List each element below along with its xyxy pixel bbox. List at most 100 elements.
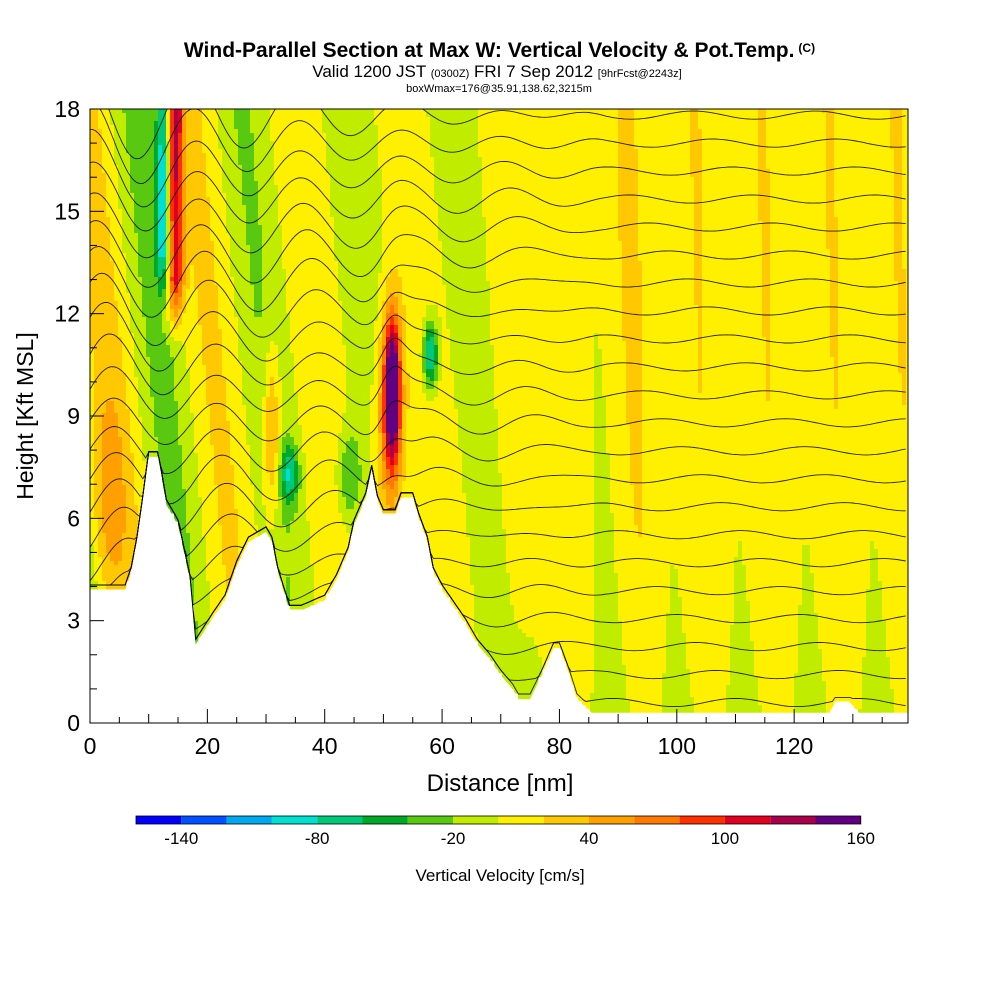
velocity-cell [146, 113, 151, 118]
velocity-cell [106, 185, 111, 190]
velocity-cell [878, 177, 883, 182]
velocity-cell [458, 157, 463, 162]
velocity-cell [782, 125, 787, 130]
velocity-cell [738, 109, 743, 114]
velocity-cell [738, 125, 743, 130]
velocity-cell [218, 173, 223, 178]
velocity-cell [798, 193, 803, 198]
velocity-cell [90, 185, 95, 190]
velocity-cell [334, 201, 339, 206]
velocity-cell [450, 113, 455, 118]
velocity-cell [502, 153, 507, 158]
velocity-cell [454, 161, 459, 166]
velocity-cell [262, 165, 267, 170]
velocity-cell [558, 201, 563, 206]
velocity-cell [558, 141, 563, 146]
velocity-cell [454, 193, 459, 198]
velocity-cell [598, 181, 603, 186]
velocity-cell [94, 185, 99, 190]
velocity-cell [634, 173, 639, 178]
velocity-cell [658, 169, 663, 174]
velocity-cell [314, 201, 319, 206]
velocity-cell [314, 145, 319, 150]
velocity-cell [614, 153, 619, 158]
velocity-cell [662, 189, 667, 194]
velocity-cell [730, 145, 735, 150]
velocity-cell [154, 109, 159, 114]
velocity-cell [702, 161, 707, 166]
velocity-cell [642, 165, 647, 170]
velocity-cell [538, 137, 543, 142]
velocity-cell [362, 137, 367, 142]
velocity-cell [406, 165, 411, 170]
velocity-cell [854, 201, 859, 206]
velocity-cell [490, 153, 495, 158]
velocity-cell [718, 173, 723, 178]
velocity-cell [366, 121, 371, 126]
velocity-cell [134, 109, 139, 114]
velocity-cell [134, 173, 139, 178]
velocity-cell [602, 201, 607, 206]
velocity-cell [126, 137, 131, 142]
velocity-cell [614, 161, 619, 166]
velocity-cell [398, 133, 403, 138]
velocity-cell [746, 145, 751, 150]
velocity-cell [818, 181, 823, 186]
velocity-cell [370, 109, 375, 114]
velocity-cell [882, 185, 887, 190]
velocity-cell [710, 149, 715, 154]
velocity-cell [746, 153, 751, 158]
velocity-cell [766, 197, 771, 202]
velocity-cell [838, 157, 843, 162]
velocity-cell [826, 145, 831, 150]
velocity-cell [402, 125, 407, 130]
velocity-cell [666, 149, 671, 154]
velocity-cell [102, 129, 107, 134]
velocity-cell [878, 141, 883, 146]
velocity-cell [90, 137, 95, 142]
velocity-cell [846, 193, 851, 198]
velocity-cell [310, 201, 315, 206]
velocity-cell [610, 169, 615, 174]
velocity-cell [414, 137, 419, 142]
velocity-cell [766, 113, 771, 118]
velocity-cell [698, 177, 703, 182]
velocity-cell [602, 177, 607, 182]
velocity-cell [438, 137, 443, 142]
velocity-cell [582, 133, 587, 138]
velocity-cell [806, 177, 811, 182]
velocity-cell [690, 181, 695, 186]
velocity-cell [530, 137, 535, 142]
velocity-cell [298, 145, 303, 150]
velocity-cell [350, 177, 355, 182]
velocity-cell [290, 145, 295, 150]
velocity-cell [518, 117, 523, 122]
velocity-cell [422, 169, 427, 174]
velocity-cell [866, 153, 871, 158]
velocity-cell [222, 133, 227, 138]
velocity-cell [858, 161, 863, 166]
velocity-cell [254, 113, 259, 118]
velocity-cell [238, 181, 243, 186]
velocity-cell [338, 165, 343, 170]
velocity-cell [142, 197, 147, 202]
velocity-cell [822, 117, 827, 122]
velocity-cell [538, 133, 543, 138]
velocity-cell [490, 169, 495, 174]
velocity-cell [794, 193, 799, 198]
velocity-cell [778, 149, 783, 154]
velocity-cell [450, 201, 455, 206]
velocity-cell [186, 157, 191, 162]
velocity-cell [146, 157, 151, 162]
velocity-cell [618, 157, 623, 162]
velocity-cell [838, 125, 843, 130]
velocity-cell [850, 145, 855, 150]
velocity-cell [862, 137, 867, 142]
velocity-cell [474, 177, 479, 182]
velocity-cell [438, 169, 443, 174]
velocity-cell [842, 161, 847, 166]
velocity-cell [890, 133, 895, 138]
velocity-cell [138, 169, 143, 174]
velocity-cell [802, 181, 807, 186]
velocity-cell [418, 169, 423, 174]
